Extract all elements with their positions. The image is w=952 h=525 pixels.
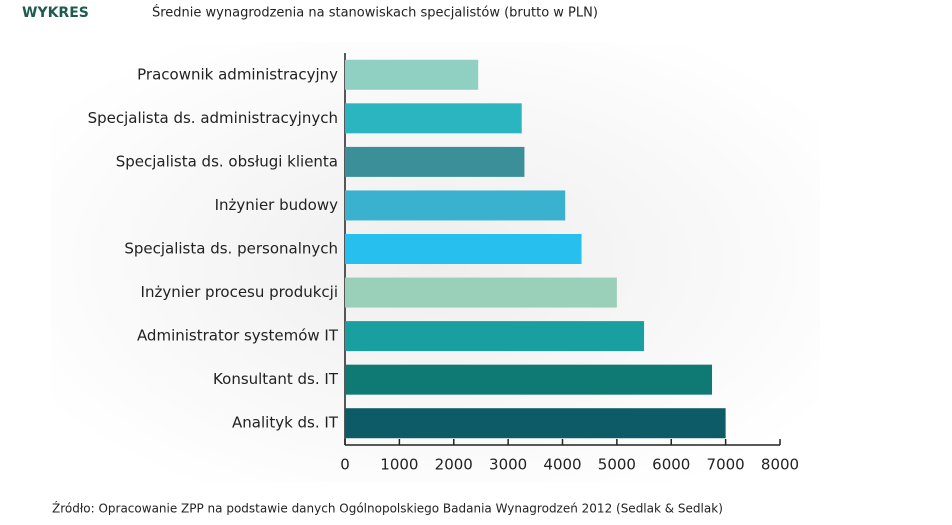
bar: [345, 59, 479, 90]
bar: [345, 321, 645, 352]
bar: [345, 190, 566, 221]
x-tick-label: 7000: [707, 456, 745, 474]
y-tick-label: Specjalista ds. obsługi klienta: [116, 152, 338, 170]
bar: [345, 146, 525, 177]
bar: [345, 234, 582, 264]
x-tick-label: 5000: [598, 456, 636, 474]
bar: [345, 364, 713, 395]
source-note: Źródło: Opracowanie ZPP na podstawie dan…: [52, 501, 723, 516]
y-tick-label: Inżynier procesu produkcji: [141, 283, 338, 301]
x-tick-label: 1000: [380, 456, 418, 474]
y-tick-label: Pracownik administracyjny: [137, 65, 338, 83]
y-tick-label: Analityk ds. IT: [232, 414, 339, 432]
y-tick-label: Konsultant ds. IT: [213, 370, 339, 388]
x-tick-label: 4000: [543, 456, 581, 474]
bar: [345, 408, 726, 439]
x-tick-label: 6000: [652, 456, 690, 474]
chart-label: WYKRES: [22, 5, 89, 21]
y-tick-label: Specjalista ds. administracyjnych: [88, 109, 338, 127]
y-tick-label: Administrator systemów IT: [137, 327, 339, 345]
y-tick-label: Specjalista ds. personalnych: [124, 240, 338, 258]
y-tick-label: Inżynier budowy: [215, 196, 339, 214]
bar: [345, 103, 522, 134]
bar: [345, 277, 617, 308]
x-tick-label: 8000: [761, 456, 799, 474]
chart-title: Średnie wynagrodzenia na stanowiskach sp…: [152, 5, 598, 21]
x-tick-label: 2000: [435, 456, 473, 474]
x-tick-label: 0: [340, 456, 350, 474]
x-tick-label: 3000: [489, 456, 527, 474]
